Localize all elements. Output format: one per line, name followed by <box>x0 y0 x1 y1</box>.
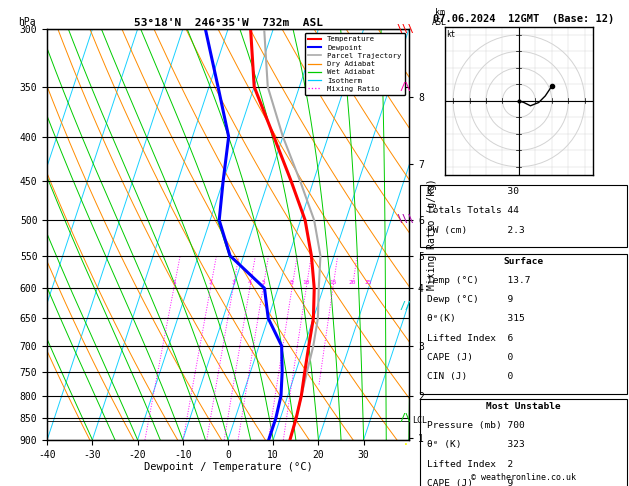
Bar <box>420 185 627 247</box>
Bar <box>420 254 627 394</box>
Text: Surface: Surface <box>504 257 543 266</box>
Text: 8: 8 <box>290 280 294 285</box>
Text: CAPE (J)      9: CAPE (J) 9 <box>426 479 513 486</box>
Text: 25: 25 <box>364 280 372 285</box>
Text: 5: 5 <box>261 280 265 285</box>
Y-axis label: Mixing Ratio (g/kg): Mixing Ratio (g/kg) <box>426 179 437 290</box>
Text: Pressure (mb) 700: Pressure (mb) 700 <box>426 421 525 430</box>
Text: \\\: \\\ <box>397 214 415 224</box>
Text: Dewp (°C)     9: Dewp (°C) 9 <box>426 295 513 304</box>
Text: kt: kt <box>447 30 455 39</box>
Text: .: . <box>403 437 409 447</box>
Text: © weatheronline.co.uk: © weatheronline.co.uk <box>471 473 576 482</box>
Text: K             30: K 30 <box>426 187 519 196</box>
Bar <box>420 399 627 486</box>
Text: km
ASL: km ASL <box>432 8 447 27</box>
Text: LCL: LCL <box>413 416 428 425</box>
Text: PW (cm)       2.3: PW (cm) 2.3 <box>426 226 525 235</box>
Text: 3: 3 <box>231 280 235 285</box>
Text: 15: 15 <box>329 280 337 285</box>
Text: θᵉ(K)         315: θᵉ(K) 315 <box>426 314 525 324</box>
Text: Temp (°C)     13.7: Temp (°C) 13.7 <box>426 276 530 285</box>
Text: CIN (J)       0: CIN (J) 0 <box>426 372 513 381</box>
Text: hPa: hPa <box>18 17 36 27</box>
X-axis label: Dewpoint / Temperature (°C): Dewpoint / Temperature (°C) <box>143 462 313 472</box>
Text: Lifted Index  6: Lifted Index 6 <box>426 333 513 343</box>
Text: θᵉ (K)        323: θᵉ (K) 323 <box>426 440 525 450</box>
Text: 07.06.2024  12GMT  (Base: 12): 07.06.2024 12GMT (Base: 12) <box>433 14 615 24</box>
Text: CAPE (J)      0: CAPE (J) 0 <box>426 353 513 362</box>
Text: 20: 20 <box>348 280 356 285</box>
Title: 53°18'N  246°35'W  732m  ASL: 53°18'N 246°35'W 732m ASL <box>133 18 323 28</box>
Text: Lifted Index  2: Lifted Index 2 <box>426 460 513 469</box>
Text: 4: 4 <box>248 280 252 285</box>
Text: //: // <box>400 301 411 311</box>
Text: /\: /\ <box>400 413 411 423</box>
Text: /\: /\ <box>400 83 411 92</box>
Text: 2: 2 <box>209 280 213 285</box>
Legend: Temperature, Dewpoint, Parcel Trajectory, Dry Adiabat, Wet Adiabat, Isotherm, Mi: Temperature, Dewpoint, Parcel Trajectory… <box>305 33 405 95</box>
Text: \\\: \\\ <box>397 24 415 34</box>
Text: 1: 1 <box>172 280 175 285</box>
Text: 10: 10 <box>303 280 310 285</box>
Text: Most Unstable: Most Unstable <box>486 402 561 411</box>
Text: Totals Totals 44: Totals Totals 44 <box>426 206 519 215</box>
